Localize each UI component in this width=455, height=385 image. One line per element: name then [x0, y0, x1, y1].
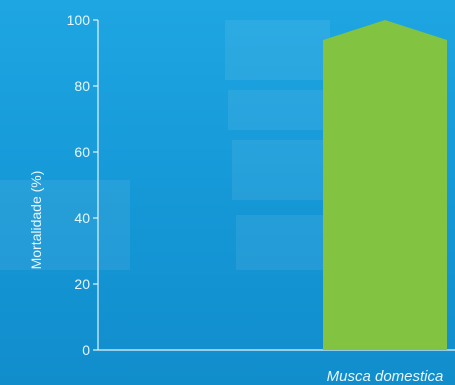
y-tick-label: 60: [74, 144, 90, 160]
y-tick-label: 80: [74, 78, 90, 94]
bar-group: [323, 20, 447, 350]
background-shape: [236, 215, 326, 270]
x-label-group: Musca domestica: [327, 368, 444, 385]
y-tick-label: 100: [67, 12, 91, 28]
background-shape: [225, 20, 330, 80]
x-category-label: Musca domestica: [327, 368, 444, 385]
y-tick-group: 0 20 40 60 80 100: [67, 12, 98, 358]
y-tick-label: 40: [74, 210, 90, 226]
background-shape: [232, 140, 327, 200]
background-shape: [0, 180, 130, 270]
y-axis-label: Mortalidade (%): [28, 170, 44, 270]
background-shape: [228, 90, 328, 130]
bar: [323, 20, 447, 350]
y-tick-label: 20: [74, 276, 90, 292]
y-tick-label: 0: [82, 342, 90, 358]
